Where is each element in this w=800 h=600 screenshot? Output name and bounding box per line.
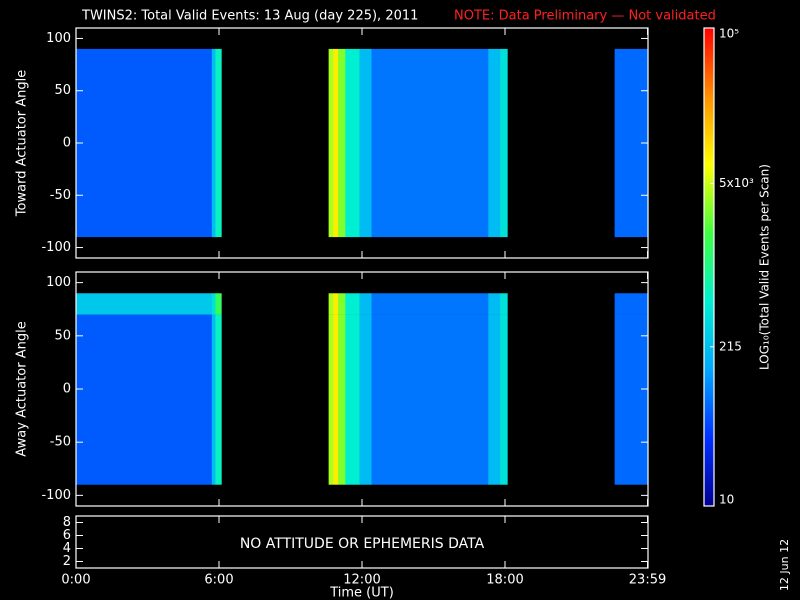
annotation: NO ATTITUDE OR EPHEMERIS DATA xyxy=(240,536,485,552)
y-tick-label: -50 xyxy=(50,435,71,450)
y-tick-label: -100 xyxy=(41,488,71,503)
heatmap-cell xyxy=(500,293,508,315)
x-axis-label: Time (UT) xyxy=(329,586,394,600)
heatmap-cell xyxy=(333,48,339,238)
heatmap-cell xyxy=(345,314,360,485)
heatmap-cell xyxy=(76,293,213,315)
heatmap-cell xyxy=(215,314,222,485)
heatmap-cell xyxy=(488,314,501,485)
y-tick-label: 50 xyxy=(54,328,71,343)
heatmap-cell xyxy=(371,314,489,485)
heatmap-cell xyxy=(338,293,346,315)
heatmap-cell xyxy=(371,293,489,315)
colorbar-label: LOG₁₀(Total Valid Events per Scan) xyxy=(758,164,772,370)
heatmap-cell xyxy=(76,48,213,238)
colorbar-tick-label: 215 xyxy=(719,339,742,353)
y-tick-label: 0 xyxy=(63,136,71,151)
y-tick-label: 100 xyxy=(46,275,71,290)
heatmap-cell xyxy=(211,314,216,485)
colorbar xyxy=(703,27,715,507)
heatmap-cell xyxy=(500,48,508,238)
heatmap-cell xyxy=(211,293,216,315)
y-tick-label: 0 xyxy=(63,382,71,397)
heatmap-cell xyxy=(328,48,334,238)
heatmap-cell xyxy=(215,293,222,315)
heatmap-cell xyxy=(215,48,222,238)
heatmap-cell xyxy=(371,48,489,238)
heatmap-cell xyxy=(359,293,372,315)
y-tick-label: 2 xyxy=(63,554,71,569)
y-tick-label: -50 xyxy=(50,188,71,203)
colorbar-tick-label: 5x10³ xyxy=(719,176,754,190)
colorbar-tick-label: 10⁵ xyxy=(719,27,739,41)
heatmap-cell xyxy=(338,314,346,485)
note: NOTE: Data Preliminary — Not validated xyxy=(454,9,716,24)
heatmap-cell xyxy=(500,314,508,485)
heatmap-cell xyxy=(328,314,334,485)
y-tick-label: 6 xyxy=(63,528,71,543)
heatmap-cell xyxy=(211,48,216,238)
x-tick-label: 6:00 xyxy=(204,573,233,588)
heatmap-cell xyxy=(359,48,372,238)
y-tick-label: 8 xyxy=(63,515,71,530)
chart-title: TWINS2: Total Valid Events: 13 Aug (day … xyxy=(81,9,418,24)
heatmap-cell xyxy=(614,293,649,315)
date-stamp: 12 Jun 12 xyxy=(778,539,791,591)
heatmap-cell xyxy=(488,293,501,315)
y-tick-label: 4 xyxy=(63,541,71,556)
y-tick-label: 100 xyxy=(46,31,71,46)
heatmap-cell xyxy=(333,314,339,485)
heatmap-cell xyxy=(614,314,649,485)
y-tick-label: -100 xyxy=(41,240,71,255)
y-axis-label: Toward Actuator Angle xyxy=(15,70,30,217)
heatmap-cell xyxy=(333,293,339,315)
heatmap-cell xyxy=(359,314,372,485)
y-tick-label: 50 xyxy=(54,83,71,98)
x-tick-label: 0:00 xyxy=(61,573,90,588)
colorbar-tick-label: 10 xyxy=(719,493,734,507)
x-tick-label: 12:00 xyxy=(343,573,380,588)
heatmap-cell xyxy=(328,293,334,315)
y-axis-label: Away Actuator Angle xyxy=(15,321,30,456)
heatmap-cell xyxy=(488,48,501,238)
x-tick-label: 23:59 xyxy=(629,573,666,588)
heatmap-cell xyxy=(345,48,360,238)
heatmap-cell xyxy=(345,293,360,315)
x-tick-label: 18:00 xyxy=(486,573,523,588)
heatmap-cell xyxy=(76,314,213,485)
heatmap-cell xyxy=(338,48,346,238)
